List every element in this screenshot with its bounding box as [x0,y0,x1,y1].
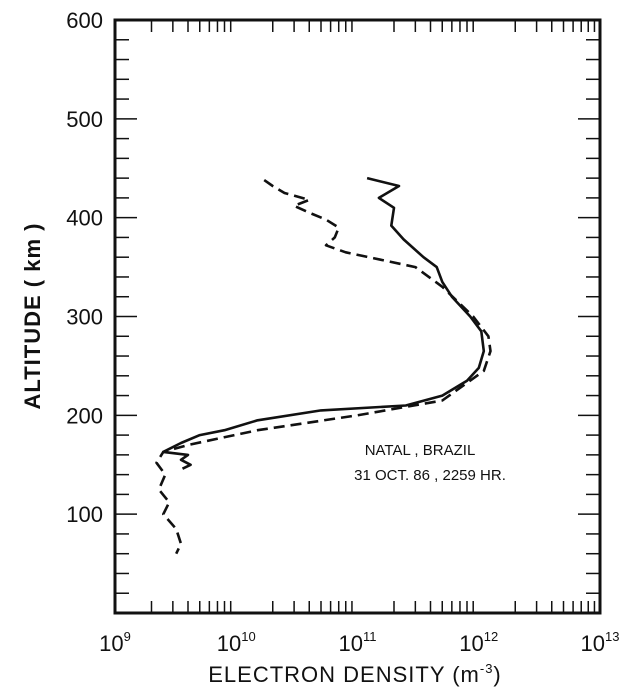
annotation-location: NATAL , BRAZIL [365,442,476,459]
y-tick-label: 200 [66,403,103,428]
x-axis-title-close: ) [493,662,501,687]
x-axis-title-exponent: -3 [480,661,494,676]
annotation-datetime: 31 OCT. 86 , 2259 HR. [354,467,506,484]
series-line-dashed [155,179,492,555]
x-tick-label: 109 [99,629,131,656]
series-group [155,176,492,555]
series-line-solid [162,176,486,470]
y-tick-label: 400 [66,206,103,231]
y-tick-label: 100 [66,502,103,527]
axis-ticks [115,20,600,613]
plot-frame [113,18,602,615]
x-tick-label: 1011 [339,629,377,656]
y-tick-label: 500 [66,107,103,132]
x-tick-label: 1010 [217,629,256,656]
x-tick-label: 1013 [581,629,620,656]
x-tick-label: 1012 [459,629,498,656]
tick-labels: 100 200 300 400 500 600 109 1010 1011 1012 1013 [66,8,619,656]
y-axis-title: ALTITUDE ( km ) [20,223,45,410]
x-axis-title-main: ELECTRON DENSITY (m [208,662,480,687]
x-axis-title: ELECTRON DENSITY (m-3) [208,661,502,687]
y-tick-label: 600 [66,8,103,33]
y-tick-label: 300 [66,305,103,330]
